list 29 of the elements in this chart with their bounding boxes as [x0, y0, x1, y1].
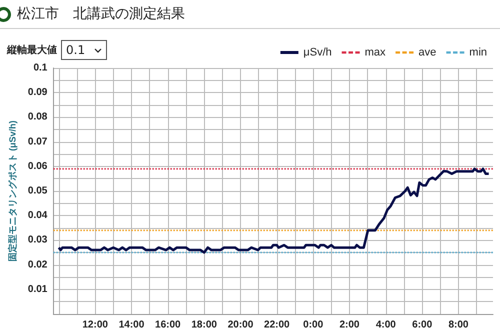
y-tick-label: 0.05 — [28, 186, 48, 196]
text: 縦軸最大値 — [7, 44, 57, 57]
x-tick-label: 12:00 — [82, 320, 108, 330]
legend-label: max — [364, 46, 386, 58]
x-tick-label: 18:00 — [191, 320, 218, 330]
y-tick-label: 0.1 — [33, 62, 48, 74]
x-tick-label: 20:00 — [228, 320, 254, 330]
y-tick-label: 0.06 — [28, 160, 48, 172]
legend-label: μSv/h — [303, 46, 332, 58]
x-tick-label: 2:00 — [339, 320, 360, 330]
x-tick-label: 16:00 — [155, 320, 182, 330]
y-tick-label: 0.02 — [28, 259, 48, 270]
y-tick-label: 0.07 — [28, 136, 48, 148]
y-tick-label: 0.04 — [28, 210, 48, 222]
x-tick-label: 8:00 — [448, 320, 469, 330]
dropdown: 0.1 — [61, 40, 108, 60]
y-tick-label: 0.09 — [28, 87, 48, 98]
x-tick-label: 0:00 — [303, 320, 324, 330]
x-tick-label: 4:00 — [376, 320, 396, 330]
x-tick-label: 22:00 — [264, 320, 290, 330]
y-tick-label: 0.01 — [28, 284, 48, 295]
x-tick-label: 6:00 — [412, 320, 433, 330]
y-tick-label: 0.08 — [28, 112, 48, 123]
legend-label: ave — [418, 46, 436, 58]
x-tick-label: 14:00 — [118, 320, 145, 330]
legend-label: min — [469, 46, 488, 58]
y-axis-title: 固定型モニタリングポスト (μSv/h) — [8, 120, 18, 262]
chart-title: 松江市 北講武の測定結果 — [17, 5, 185, 23]
y-tick-label: 0.03 — [28, 234, 48, 246]
